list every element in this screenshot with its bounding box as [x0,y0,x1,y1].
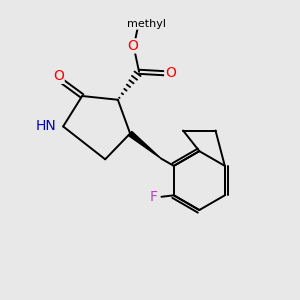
Text: F: F [150,190,158,204]
Polygon shape [128,131,161,158]
Text: methyl: methyl [128,19,167,29]
Text: O: O [165,66,176,80]
Text: O: O [53,69,64,83]
Text: HN: HN [36,119,57,134]
Text: O: O [127,39,138,53]
